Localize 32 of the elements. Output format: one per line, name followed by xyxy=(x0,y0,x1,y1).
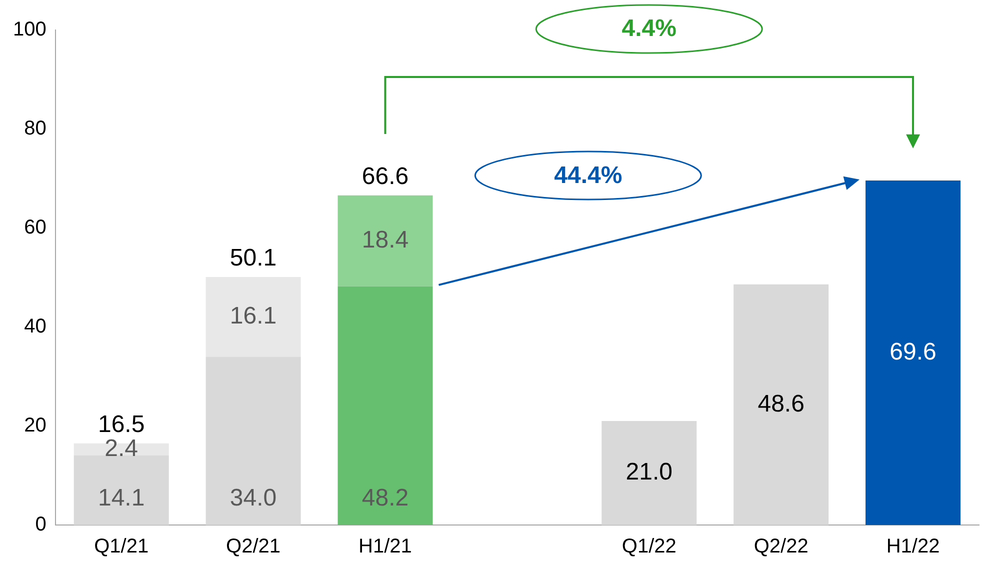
y-tick-label: 60 xyxy=(24,216,46,239)
y-tick-label: 100 xyxy=(12,18,46,41)
bar xyxy=(338,286,433,525)
bar xyxy=(74,455,169,525)
data-label: 16.1 xyxy=(230,302,277,330)
data-label: 14.1 xyxy=(98,484,145,512)
bar xyxy=(734,284,829,525)
bar xyxy=(338,195,433,286)
annotation: 4.4% xyxy=(622,15,676,43)
x-tick-label: Q1/22 xyxy=(622,536,676,558)
x-tick-label: Q2/22 xyxy=(754,536,808,558)
data-label: 48.2 xyxy=(362,484,409,512)
bar xyxy=(602,421,697,525)
bar xyxy=(866,180,961,525)
total-label: 50.1 xyxy=(230,244,277,272)
x-tick-label: H1/21 xyxy=(358,536,412,558)
y-tick-label: 40 xyxy=(24,316,46,338)
x-tick-label: Q2/21 xyxy=(226,536,281,558)
total-label: 66.6 xyxy=(362,162,409,190)
x-tick-label: Q1/21 xyxy=(94,536,149,558)
bar xyxy=(206,356,301,525)
x-tick-label: H1/22 xyxy=(886,536,940,558)
data-label: 69.6 xyxy=(890,338,936,366)
data-label: 18.4 xyxy=(362,226,409,254)
bar xyxy=(206,277,301,357)
data-label: 34.0 xyxy=(230,484,277,512)
y-tick-label: 0 xyxy=(35,514,46,536)
y-tick-label: 20 xyxy=(24,414,46,437)
data-label: 21.0 xyxy=(626,458,672,486)
data-label: 48.6 xyxy=(758,390,804,418)
annotation: 44.4% xyxy=(554,162,622,190)
y-tick-label: 80 xyxy=(24,118,46,140)
